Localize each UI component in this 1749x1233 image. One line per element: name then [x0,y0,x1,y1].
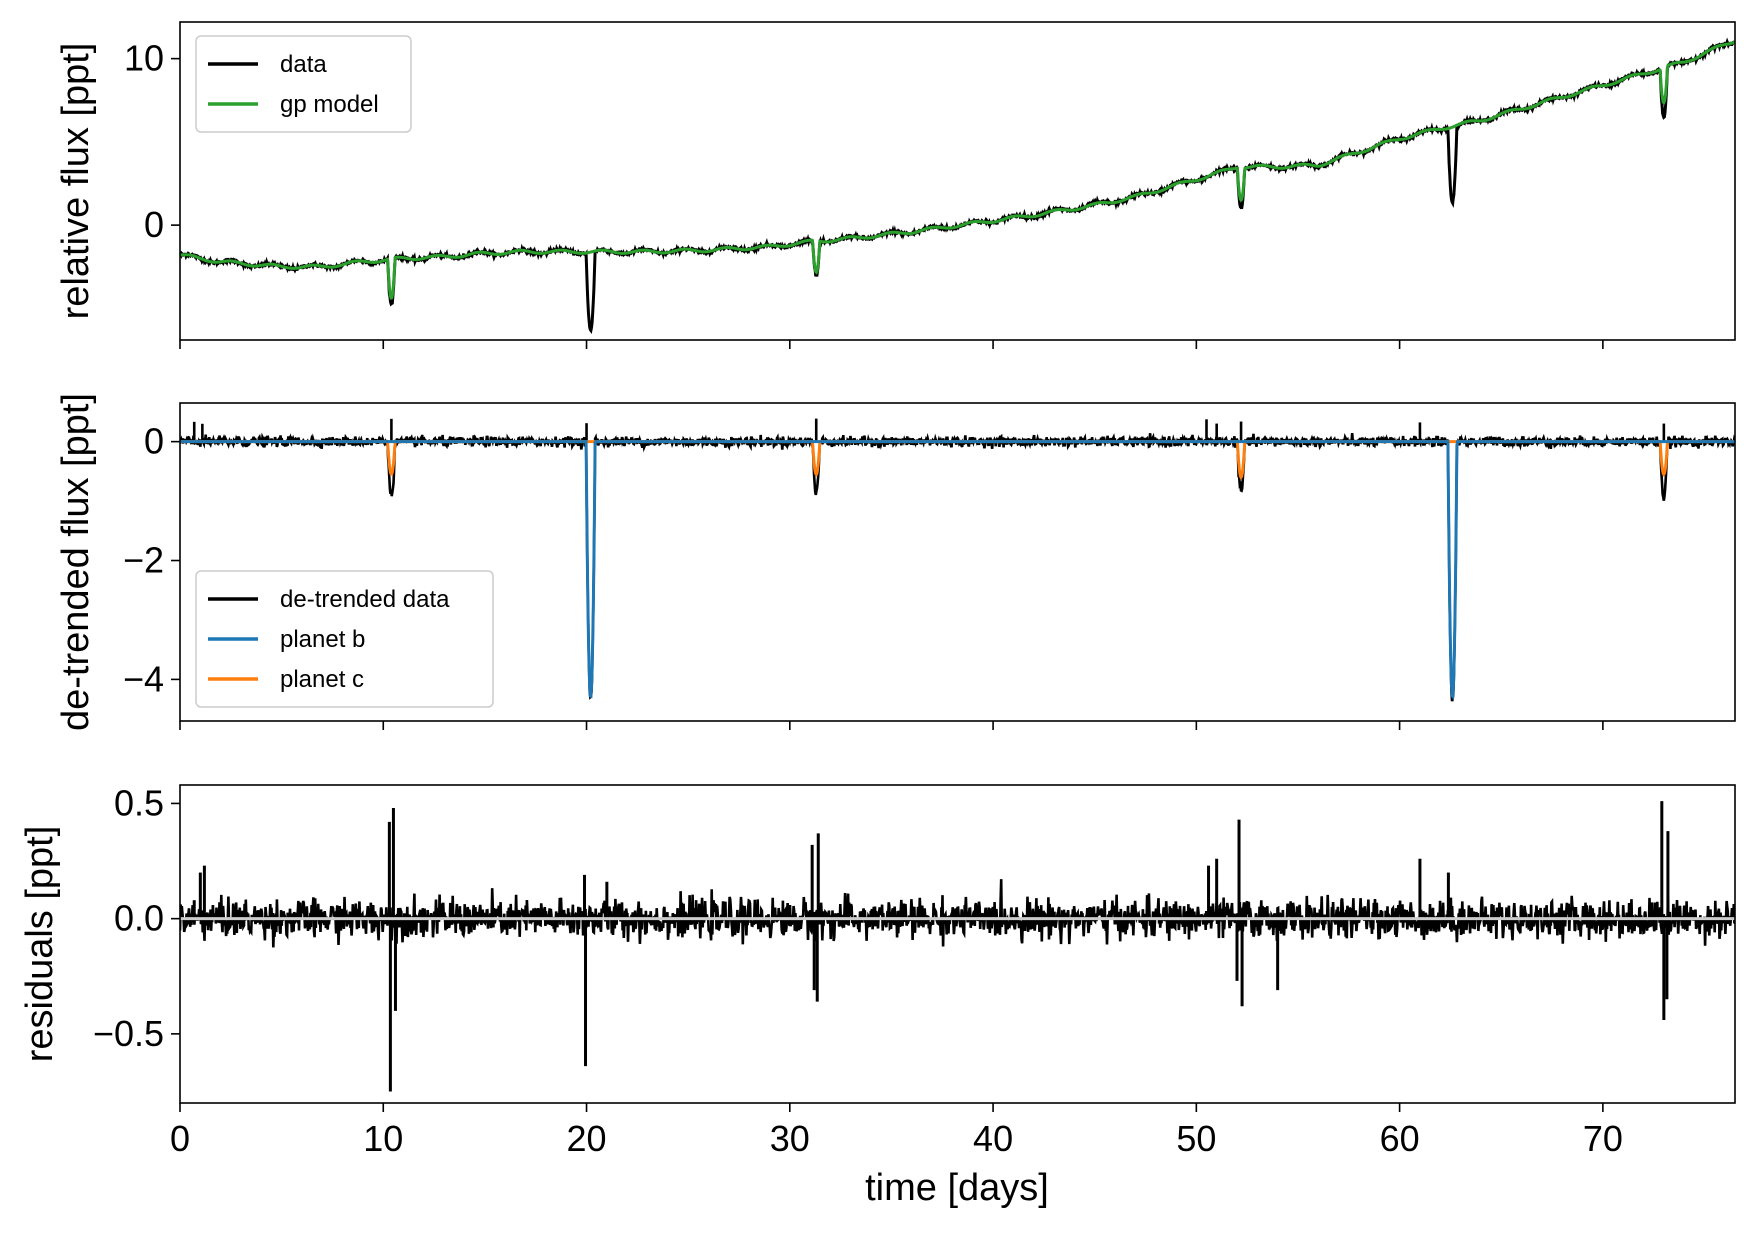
y-tick-label: 0.5 [114,782,164,823]
x-tick-label: 20 [567,1118,607,1159]
series-data-line [180,37,1735,334]
y-tick-label: −2 [123,540,164,581]
y-axis-label: relative flux [ppt] [55,43,97,320]
y-tick-label: 10 [124,38,164,79]
legend: de-trended data planet b planet c [195,570,494,708]
x-tick-label: 0 [170,1118,190,1159]
legend-box [195,570,494,708]
y-axis-label: residuals [ppt] [19,826,61,1063]
panel-relative-flux: 0 10 relative flux [ppt] data gp model [55,21,1736,349]
series-planet-b-line [180,440,1735,701]
series-detrended-data-line [180,432,1735,702]
series-residuals-line [180,879,1735,948]
x-tick-label: 70 [1583,1118,1623,1159]
legend-entry: planet b [280,626,365,653]
legend-entry: data [280,51,327,78]
y-axis-label: de-trended flux [ppt] [55,393,97,731]
series-planet-c-line [180,440,1735,480]
panel-detrended-flux: 0 −2 −4 de-trended flux [ppt] de-trended d… [55,393,1736,731]
legend-entry: planet c [280,666,364,693]
y-tick-label: 0 [144,204,164,245]
x-tick-label: 50 [1176,1118,1216,1159]
x-axis-label: time [days] [865,1167,1049,1209]
x-tick-label: 10 [363,1118,403,1159]
y-tick-label: −0.5 [93,1013,164,1054]
series-gp-model-line [180,40,1735,300]
legend: data gp model [195,35,412,133]
x-tick-label: 30 [770,1118,810,1159]
axes-frame [179,784,1736,1104]
x-tick-label: 40 [973,1118,1013,1159]
x-tick-label: 60 [1380,1118,1420,1159]
legend-entry: de-trended data [280,586,450,613]
axes-frame [179,21,1736,341]
y-tick-label: −4 [123,658,164,699]
legend-entry: gp model [280,91,379,118]
panel-residuals: 0 10 20 30 40 50 60 70 0.5 0.0 −0.5 residuals [ppt… [19,782,1736,1209]
y-tick-label: 0 [144,421,164,462]
legend-box [195,35,412,133]
axes-frame [179,402,1736,722]
y-tick-label: 0.0 [114,898,164,939]
